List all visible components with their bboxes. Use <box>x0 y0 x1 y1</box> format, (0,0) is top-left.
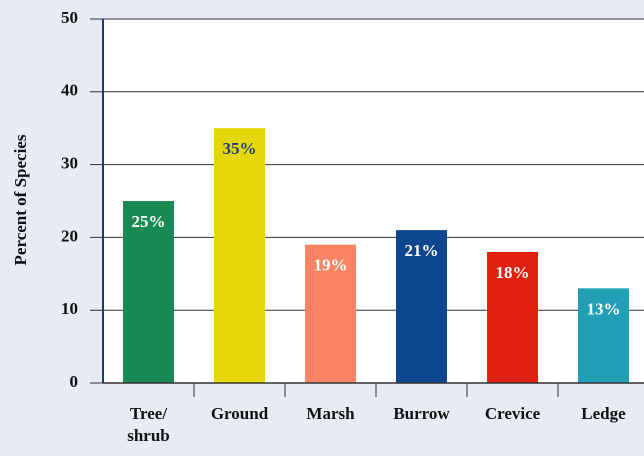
value-label: 35% <box>223 139 257 158</box>
value-label: 19% <box>314 256 348 275</box>
y-axis-label: Percent of Species <box>11 134 30 265</box>
value-label: 13% <box>587 299 621 318</box>
y-tick-label: 40 <box>61 81 78 100</box>
value-label: 25% <box>132 212 166 231</box>
value-label: 21% <box>405 241 439 260</box>
y-tick-label: 50 <box>61 8 78 27</box>
x-tick-label: Ledge <box>581 404 626 423</box>
y-tick-label: 30 <box>61 154 78 173</box>
x-tick-label: Burrow <box>393 404 450 423</box>
y-tick-label: 20 <box>61 226 78 245</box>
x-tick-label: Crevice <box>485 404 541 423</box>
bar <box>487 251 538 383</box>
value-label: 18% <box>496 263 530 282</box>
y-tick-label: 10 <box>61 299 78 318</box>
bar <box>305 244 356 383</box>
x-tick-label: Ground <box>211 404 269 423</box>
y-tick-label: 0 <box>70 372 79 391</box>
bar <box>396 230 447 383</box>
x-tick-label: Tree/shrub <box>127 404 170 445</box>
x-tick-label: Marsh <box>306 404 355 423</box>
bar <box>123 201 174 383</box>
plot-area <box>103 19 644 383</box>
bar <box>214 128 265 383</box>
bar <box>578 288 629 383</box>
